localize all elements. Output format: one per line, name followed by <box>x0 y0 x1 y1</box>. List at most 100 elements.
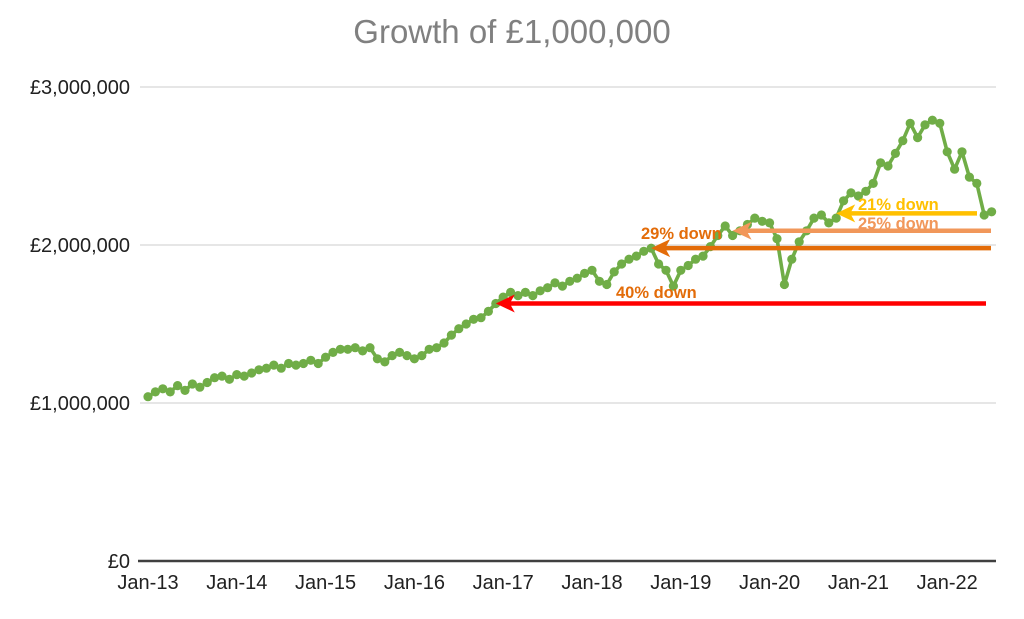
data-point-marker <box>321 352 331 362</box>
data-point-marker <box>890 148 901 158</box>
data-point-marker <box>528 291 538 301</box>
data-point-marker <box>298 358 308 369</box>
portfolio-series <box>143 115 997 402</box>
data-point-marker <box>350 343 360 353</box>
data-point-marker <box>180 385 190 395</box>
data-point-marker <box>987 207 997 217</box>
x-tick-label: Jan-17 <box>473 572 534 594</box>
data-point-marker <box>927 115 938 125</box>
y-tick-label: £2,000,000 <box>30 235 130 257</box>
data-point-marker <box>765 218 775 228</box>
data-point-marker <box>950 164 960 174</box>
data-point-marker <box>750 213 760 223</box>
data-point-marker <box>853 191 864 201</box>
data-point-marker <box>979 210 989 220</box>
data-point-marker <box>387 351 397 361</box>
data-point-marker <box>572 273 582 283</box>
data-point-marker <box>454 324 464 334</box>
x-tick-label: Jan-18 <box>561 572 622 594</box>
data-point-marker <box>883 161 893 171</box>
data-point-marker <box>646 243 656 253</box>
data-point-marker <box>195 382 205 392</box>
drawdown-arrowhead <box>732 221 752 240</box>
data-point-marker <box>424 344 434 354</box>
data-point-marker <box>824 218 834 228</box>
data-point-marker <box>942 147 952 157</box>
data-point-marker <box>580 268 590 278</box>
data-point-marker <box>957 147 967 157</box>
y-tick-label: £0 <box>108 551 130 573</box>
data-point-marker <box>861 186 871 196</box>
x-tick-label: Jan-14 <box>206 572 267 594</box>
drawdown-label: 40% down <box>616 284 697 302</box>
data-point-marker <box>417 351 427 361</box>
data-point-marker <box>550 278 560 288</box>
data-point-marker <box>935 118 945 128</box>
data-point-marker <box>964 172 975 182</box>
data-point-marker <box>683 260 693 271</box>
data-point-marker <box>313 358 323 369</box>
data-point-marker <box>905 118 915 128</box>
data-point-marker <box>358 346 368 356</box>
data-point-marker <box>972 178 982 188</box>
data-point-marker <box>520 287 531 297</box>
data-point-marker <box>831 213 841 223</box>
data-point-marker <box>269 360 279 370</box>
data-point-marker <box>187 379 197 389</box>
data-point-marker <box>543 283 553 293</box>
data-point-marker <box>602 279 612 290</box>
data-point-marker <box>402 351 412 361</box>
data-point-marker <box>409 354 419 364</box>
data-point-marker <box>150 387 160 397</box>
data-point-marker <box>809 213 819 223</box>
series-line <box>146 118 994 399</box>
data-point-marker <box>787 254 797 264</box>
y-tick-label: £3,000,000 <box>30 77 130 99</box>
data-point-marker <box>609 267 619 277</box>
data-point-marker <box>868 178 878 188</box>
data-point-marker <box>535 286 545 296</box>
data-point-marker <box>617 259 627 269</box>
data-point-marker <box>491 298 501 309</box>
data-point-marker <box>446 330 456 340</box>
data-point-marker <box>661 265 671 275</box>
drawdown-label: 29% down <box>641 225 722 243</box>
data-point-marker <box>513 291 523 301</box>
y-tick-label: £1,000,000 <box>30 393 130 415</box>
x-axis-labels: Jan-13 Jan-14 Jan-15 Jan-16 Jan-17 Jan-18 Jan-… <box>117 572 977 594</box>
data-point-marker <box>691 254 701 264</box>
data-point-marker <box>158 384 168 394</box>
data-point-marker <box>254 365 264 375</box>
data-point-marker <box>328 347 338 357</box>
data-point-marker <box>476 313 486 323</box>
data-point-marker <box>483 306 493 316</box>
data-point-marker <box>276 363 286 373</box>
chart-title: Growth of £1,000,000 <box>353 13 671 50</box>
drawdown-arrowhead <box>651 239 671 258</box>
data-point-marker <box>846 188 856 198</box>
x-tick-label: Jan-13 <box>117 572 178 594</box>
data-point-marker <box>676 265 686 275</box>
data-point-marker <box>461 319 471 329</box>
data-point-marker <box>728 230 738 241</box>
data-point-marker <box>232 370 242 380</box>
drawdown-arrowhead <box>495 294 515 313</box>
data-point-marker <box>876 158 886 168</box>
data-point-marker <box>224 374 234 384</box>
data-point-marker <box>247 368 257 378</box>
data-point-marker <box>794 237 804 247</box>
drawdown-label: 21% down <box>858 196 939 214</box>
drawdown-label: 25% down <box>858 215 939 233</box>
data-point-marker <box>469 314 479 324</box>
data-point-marker <box>165 387 175 397</box>
data-point-marker <box>202 377 212 388</box>
data-point-marker <box>757 216 767 226</box>
annotation-29pct-down: 29% down <box>641 225 991 258</box>
annotation-25pct-down: 25% down <box>732 215 991 240</box>
data-point-marker <box>594 276 605 286</box>
data-point-marker <box>631 251 642 261</box>
y-axis-labels: £0 £1,000,000 £2,000,000 £3,000,000 <box>30 77 130 573</box>
data-point-marker <box>261 363 271 373</box>
